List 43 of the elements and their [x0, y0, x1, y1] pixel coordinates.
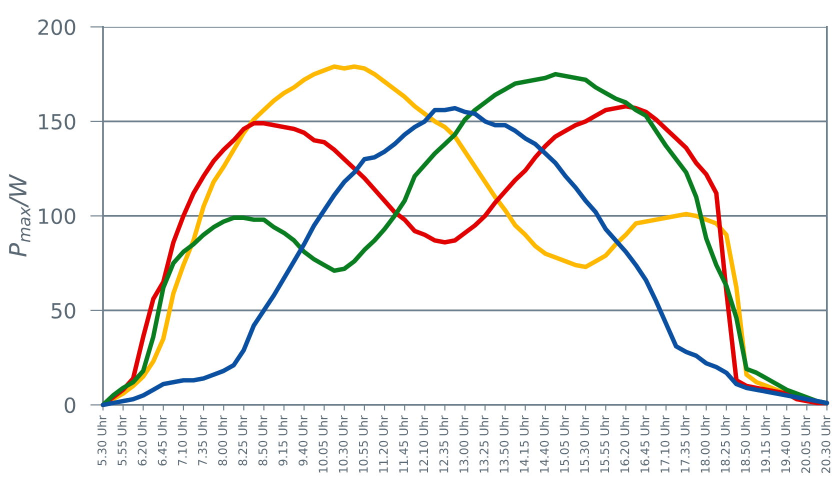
y-tick-label: 50	[52, 302, 76, 319]
x-tick-label: 16.20 Uhr	[620, 415, 630, 473]
x-tick-label: 14.15 Uhr	[520, 415, 529, 473]
x-tick-label: 13.00 Uhr	[459, 415, 468, 473]
x-tick-label: 10.30 Uhr	[338, 415, 348, 473]
y-tick-label: 100	[39, 208, 76, 224]
x-tick-label: 18.50 Uhr	[740, 415, 750, 473]
x-tick-label: 9.15 Uhr	[278, 415, 288, 466]
y-axis-title: P$_{max}$/W	[9, 174, 30, 257]
x-tick-label: 7.35 Uhr	[198, 415, 207, 466]
x-tick-label: 20.30 Uhr	[821, 415, 830, 473]
x-tick-label: 10.05 Uhr	[318, 415, 328, 473]
x-tick-label: 12.10 Uhr	[419, 415, 428, 473]
y-tick-label: 150	[39, 114, 76, 130]
x-tick-label: 17.35 Uhr	[680, 415, 690, 473]
y-tick-label: 0	[64, 397, 76, 414]
x-tick-label: 13.25 Uhr	[479, 415, 488, 473]
x-tick-label: 11.20 Uhr	[378, 415, 388, 473]
x-tick-label: 14.40 Uhr	[540, 415, 549, 473]
x-tick-label: 5.55 Uhr	[117, 415, 127, 466]
x-tick-label: 8.50 Uhr	[258, 415, 268, 466]
x-tick-label: 15.05 Uhr	[560, 415, 569, 473]
x-tick-label: 17.10 Uhr	[660, 415, 670, 473]
x-tick-label: 15.55 Uhr	[600, 415, 610, 473]
y-tick-label: 200	[38, 19, 76, 36]
x-tick-label: 19.15 Uhr	[760, 415, 770, 473]
x-tick-label: 6.20 Uhr	[138, 415, 147, 466]
x-tick-label: 18.00 Uhr	[700, 415, 710, 473]
x-tick-label: 20.05 Uhr	[801, 415, 810, 473]
x-tick-label: 9.40 Uhr	[298, 415, 308, 466]
x-tick-label: 8.00 Uhr	[218, 415, 228, 466]
x-tick-label: 6.45 Uhr	[158, 415, 167, 466]
x-tick-label: 5.30 Uhr	[97, 415, 106, 466]
x-tick-label: 16.45 Uhr	[640, 415, 650, 473]
x-tick-label: 8.25 Uhr	[238, 415, 248, 466]
x-tick-label: 15.30 Uhr	[580, 415, 590, 473]
x-tick-label: 18.25 Uhr	[720, 415, 730, 473]
x-tick-label: 19.40 Uhr	[780, 415, 790, 473]
x-tick-label: 12.35 Uhr	[439, 415, 448, 473]
x-tick-label: 11.45 Uhr	[398, 415, 408, 473]
x-tick-label: 10.55 Uhr	[358, 415, 368, 473]
x-tick-label: 7.10 Uhr	[178, 415, 187, 466]
x-tick-label: 13.50 Uhr	[499, 415, 509, 473]
